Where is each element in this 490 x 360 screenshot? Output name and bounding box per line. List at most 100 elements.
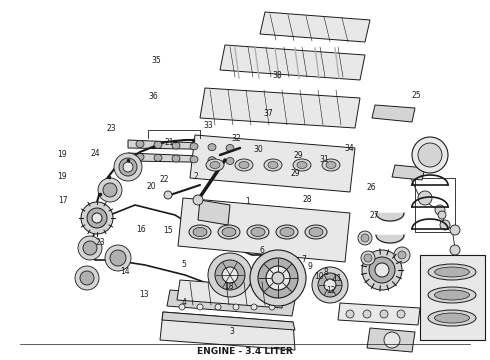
Text: 1: 1: [245, 197, 250, 206]
Circle shape: [110, 250, 126, 266]
Ellipse shape: [189, 225, 211, 239]
Text: 19: 19: [57, 172, 67, 181]
Ellipse shape: [428, 264, 476, 280]
Circle shape: [105, 245, 131, 271]
Text: 27: 27: [370, 211, 380, 220]
Circle shape: [215, 304, 221, 310]
Circle shape: [364, 254, 372, 262]
Ellipse shape: [136, 153, 144, 161]
Ellipse shape: [154, 154, 162, 161]
Circle shape: [250, 250, 306, 306]
Ellipse shape: [226, 144, 234, 152]
Bar: [420, 255, 485, 340]
Circle shape: [394, 247, 410, 263]
Circle shape: [80, 271, 94, 285]
Circle shape: [215, 260, 245, 290]
Text: 35: 35: [151, 55, 161, 65]
Text: 17: 17: [58, 197, 68, 205]
Polygon shape: [177, 280, 285, 308]
Text: 10: 10: [314, 272, 324, 281]
Ellipse shape: [309, 228, 323, 237]
Ellipse shape: [172, 142, 180, 149]
Text: 32: 32: [231, 134, 241, 143]
Ellipse shape: [428, 310, 476, 326]
Polygon shape: [190, 135, 355, 192]
Circle shape: [375, 263, 389, 277]
Ellipse shape: [322, 159, 340, 171]
Circle shape: [397, 310, 405, 318]
Ellipse shape: [190, 156, 198, 163]
Circle shape: [346, 310, 354, 318]
Polygon shape: [392, 165, 425, 180]
Text: 23: 23: [107, 124, 117, 133]
Text: 16: 16: [136, 225, 146, 234]
Circle shape: [380, 310, 388, 318]
Circle shape: [233, 304, 239, 310]
Text: 29: 29: [293, 151, 303, 160]
Text: 5: 5: [181, 260, 186, 269]
Ellipse shape: [235, 159, 253, 171]
Circle shape: [114, 153, 142, 181]
Polygon shape: [367, 328, 415, 352]
Circle shape: [83, 241, 97, 255]
Ellipse shape: [136, 140, 144, 148]
Circle shape: [164, 191, 172, 199]
Text: 9: 9: [307, 262, 312, 271]
Text: 38: 38: [272, 71, 282, 80]
Circle shape: [78, 236, 102, 260]
Circle shape: [361, 234, 369, 242]
Text: 18: 18: [224, 282, 234, 292]
Ellipse shape: [264, 159, 282, 171]
Text: 26: 26: [367, 183, 376, 192]
Polygon shape: [167, 290, 295, 316]
Text: 2: 2: [194, 172, 198, 181]
Text: 19: 19: [57, 150, 67, 159]
Text: 36: 36: [148, 92, 158, 101]
Ellipse shape: [428, 287, 476, 303]
Polygon shape: [200, 88, 360, 128]
Circle shape: [193, 195, 203, 205]
Text: 23: 23: [96, 238, 105, 247]
Ellipse shape: [247, 225, 269, 239]
Circle shape: [81, 202, 113, 234]
Ellipse shape: [293, 159, 311, 171]
Circle shape: [269, 304, 275, 310]
Text: 25: 25: [412, 91, 421, 100]
Ellipse shape: [210, 162, 220, 168]
Text: 30: 30: [254, 145, 264, 154]
Circle shape: [272, 272, 284, 284]
Text: 6: 6: [260, 246, 265, 255]
Ellipse shape: [190, 143, 198, 150]
Circle shape: [92, 213, 102, 223]
Circle shape: [222, 267, 238, 283]
Circle shape: [412, 137, 448, 173]
Circle shape: [361, 251, 375, 265]
Circle shape: [324, 279, 336, 291]
Text: 4: 4: [181, 298, 186, 307]
Text: 11: 11: [332, 274, 342, 283]
Polygon shape: [162, 312, 295, 330]
Ellipse shape: [208, 157, 216, 164]
Circle shape: [450, 245, 460, 255]
Circle shape: [438, 211, 446, 219]
Circle shape: [363, 310, 371, 318]
Ellipse shape: [305, 225, 327, 239]
Text: 15: 15: [163, 226, 173, 235]
Circle shape: [258, 258, 298, 298]
Ellipse shape: [239, 162, 249, 168]
Text: 29: 29: [290, 169, 300, 178]
Ellipse shape: [172, 155, 180, 162]
Text: ENGINE - 3.4 LITER: ENGINE - 3.4 LITER: [197, 347, 293, 356]
Circle shape: [179, 304, 185, 310]
Circle shape: [103, 183, 117, 197]
Text: 31: 31: [319, 155, 329, 164]
Circle shape: [398, 251, 406, 259]
Ellipse shape: [297, 162, 307, 168]
Polygon shape: [338, 303, 420, 325]
Text: 28: 28: [303, 195, 312, 204]
Text: 8: 8: [323, 269, 328, 277]
Circle shape: [418, 191, 432, 205]
Ellipse shape: [326, 162, 336, 168]
Polygon shape: [372, 105, 415, 122]
Ellipse shape: [222, 228, 236, 237]
